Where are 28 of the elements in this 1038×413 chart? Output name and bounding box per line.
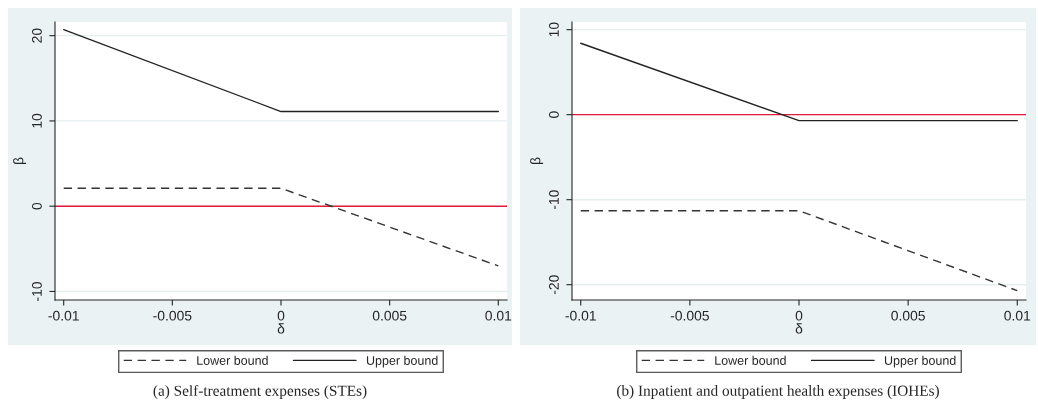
y-tick-label: -20 xyxy=(549,275,559,295)
x-tick-label: 0 xyxy=(795,310,803,321)
y-tick-label: 20 xyxy=(32,28,42,43)
legend-label: Upper bound xyxy=(366,355,438,368)
legend-label: Lower bound xyxy=(715,355,786,365)
y-tick-label: -10 xyxy=(32,281,42,301)
text: (a) Self-treatment expenses (STEs) xyxy=(153,384,367,400)
x-tick-label: 0 xyxy=(277,310,285,321)
y-tick-label: 10 xyxy=(32,113,42,128)
legend-label: Upper bound xyxy=(884,355,956,368)
y-tick-label: 0 xyxy=(549,111,559,118)
x-tick-label: 0.01 xyxy=(485,310,512,321)
x-axis-title: δ xyxy=(277,323,285,334)
x-axis-title: δ xyxy=(795,323,803,334)
x-tick-label: -0.005 xyxy=(670,310,709,321)
x-tick-label: -0.005 xyxy=(153,310,192,321)
legend-label: Lower bound xyxy=(197,355,268,365)
y-tick-label: 10 xyxy=(549,22,559,37)
x-tick-label: -0.01 xyxy=(48,310,79,321)
x-tick-label: 0.005 xyxy=(891,310,925,321)
x-tick-label: -0.01 xyxy=(565,310,596,321)
x-tick-label: 0.01 xyxy=(1004,310,1031,321)
text: (b) Inpatient and outpatient health expenses (IOHEs) xyxy=(617,385,939,399)
y-tick-label: 0 xyxy=(32,202,42,210)
y-axis-title: β xyxy=(13,157,27,165)
y-axis-title: β xyxy=(530,157,544,165)
x-tick-label: 0.005 xyxy=(372,310,407,321)
y-tick-label: -10 xyxy=(549,190,559,210)
